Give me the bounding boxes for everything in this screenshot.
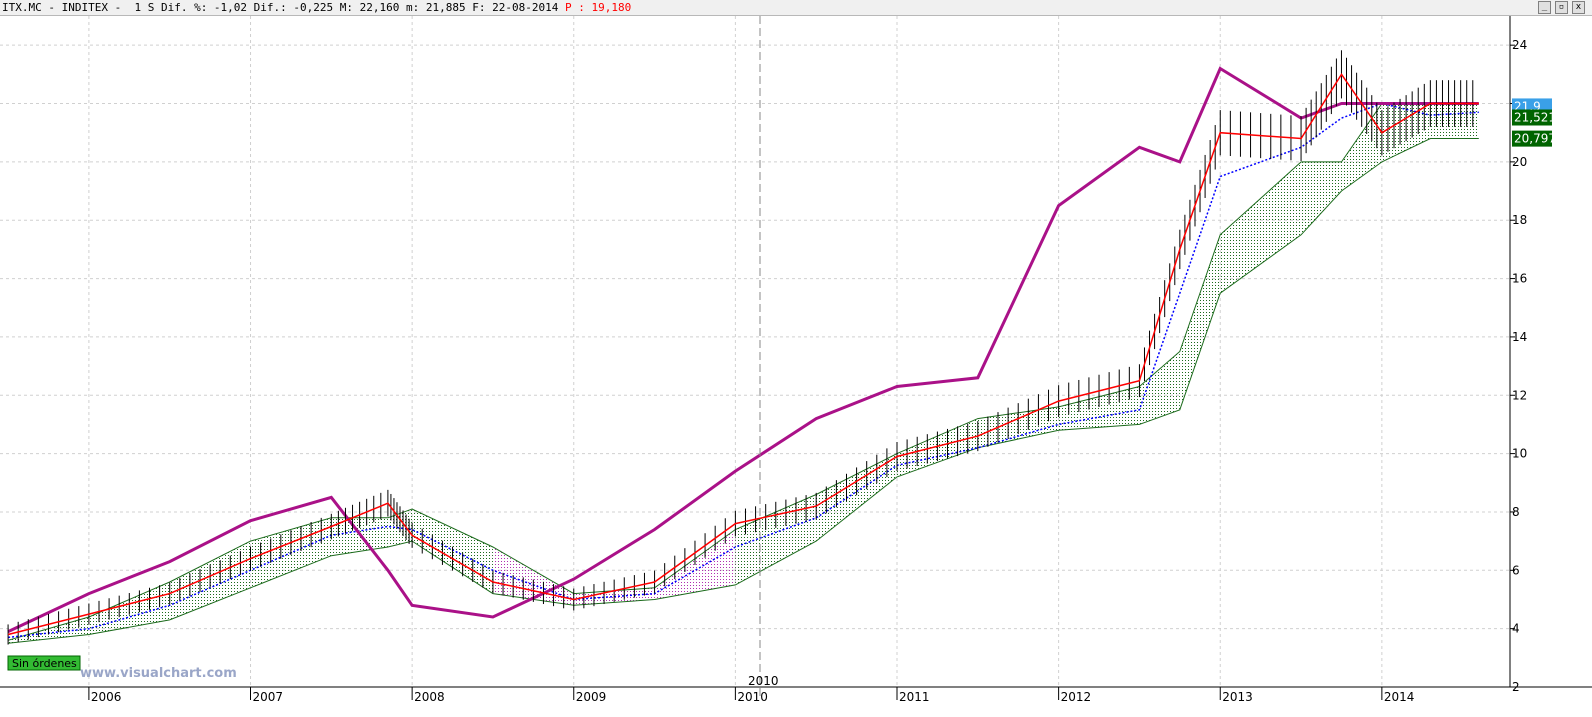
cloud-lower-line	[8, 138, 1479, 644]
y-tick-label: 12	[1512, 388, 1527, 402]
x-tick-label: 2009	[576, 690, 607, 704]
maximize-button[interactable]: ▫	[1555, 1, 1568, 14]
cloud-segment	[1179, 234, 1221, 410]
x-tick-label: 2013	[1222, 690, 1253, 704]
orders-badge-label: Sin órdenes	[12, 657, 77, 670]
chart-header: ITX.MC - INDITEX - 1 S Dif. %: -1,02 Dif…	[0, 0, 1592, 16]
y-tick-label: 14	[1512, 330, 1527, 344]
x-tick-label: 2014	[1384, 690, 1415, 704]
chikou-line	[7, 66, 1479, 633]
orders-badge[interactable]	[7, 655, 81, 671]
cloud-segment	[1220, 161, 1302, 294]
header-symbol: ITX.MC - INDITEX - 1 S	[2, 1, 155, 14]
cloud-segment	[1139, 351, 1180, 425]
x-tick-label: 2006	[91, 690, 122, 704]
y-tick-label: 6	[1512, 563, 1520, 577]
mid-year-label: 2010	[748, 674, 779, 688]
header-min: m: 21,885	[406, 1, 466, 14]
header-last-price: P : 19,180	[564, 1, 632, 14]
y-tick-label: 8	[1512, 505, 1520, 519]
header-dif: Dif.: -0,225	[253, 1, 334, 14]
x-tick-label: 2012	[1061, 690, 1092, 704]
x-tick-label: 2011	[899, 690, 930, 704]
price-label-box	[1512, 130, 1552, 147]
x-tick-label: 2010	[737, 690, 768, 704]
minimize-button[interactable]: _	[1538, 1, 1551, 14]
x-tick-label: 2007	[253, 690, 284, 704]
y-tick-label: 2	[1512, 680, 1520, 694]
x-axis-ticks: 2006 2007 2008 2009 2010 2011 2012 2013 2014	[88, 687, 1415, 704]
series-lines	[7, 50, 1479, 645]
tenkan-line	[8, 102, 1479, 639]
close-button[interactable]: x	[1572, 1, 1585, 14]
y-tick-label: 24	[1512, 38, 1527, 52]
watermark: www.visualchart.com	[80, 666, 237, 681]
x-tick-label: 2008	[414, 690, 445, 704]
price-label-text: 21,521	[1514, 110, 1556, 124]
price-label-box	[1512, 109, 1552, 126]
y-tick-label: 10	[1512, 447, 1527, 461]
cloud-segment	[1301, 161, 1342, 235]
header-info: ITX.MC - INDITEX - 1 S Dif. %: -1,02 Dif…	[2, 0, 631, 15]
price-line	[7, 72, 1479, 636]
y-tick-label: 18	[1512, 213, 1527, 227]
y-tick-label: 4	[1512, 622, 1520, 636]
header-max: M: 22,160	[339, 1, 400, 14]
y-tick-label: 16	[1512, 272, 1527, 286]
y-tick-label: 20	[1512, 155, 1527, 169]
header-dif-pct: Dif. %: -1,02	[160, 1, 248, 14]
price-label-text: 20,797	[1514, 132, 1556, 146]
header-date: F: 22-08-2014	[472, 1, 559, 14]
